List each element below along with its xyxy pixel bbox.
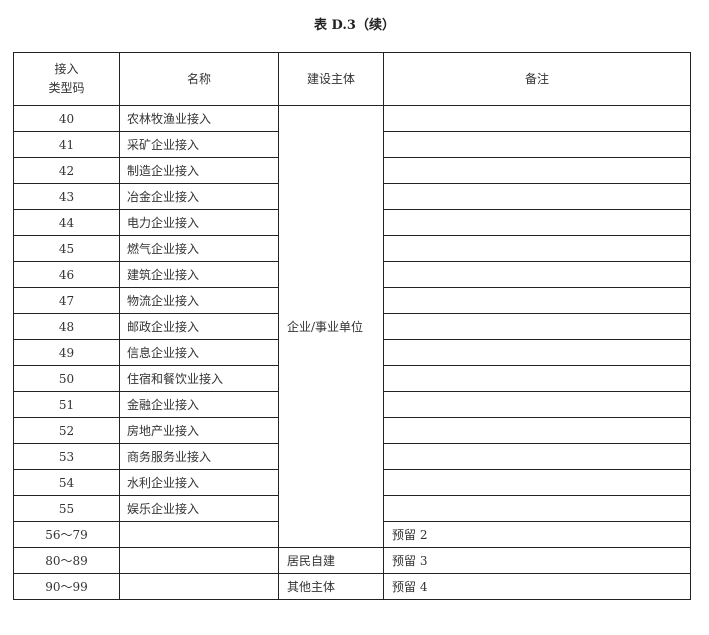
name-cell: 电力企业接入 [119,209,279,236]
name-cell: 商务服务业接入 [119,443,279,470]
type-code-cell: 47 [13,287,120,314]
type-code-cell: 51 [13,391,120,418]
name-cell: 房地产业接入 [119,417,279,444]
name-cell: 信息企业接入 [119,339,279,366]
note-cell [383,287,691,314]
type-code-cell: 52 [13,417,120,444]
name-cell: 住宿和餐饮业接入 [119,365,279,392]
note-cell [383,209,691,236]
name-cell: 采矿企业接入 [119,131,279,158]
header-row: 接入类型码 名称 建设主体 备注 [13,52,691,106]
name-cell: 娱乐企业接入 [119,495,279,522]
name-cell: 金融企业接入 [119,391,279,418]
header-note: 备注 [383,52,691,106]
note-cell [383,469,691,496]
builder-cell: 居民自建 [278,547,384,574]
note-cell [383,365,691,392]
type-code-cell: 44 [13,209,120,236]
note-cell [383,495,691,522]
name-cell: 邮政企业接入 [119,313,279,340]
name-cell: 冶金企业接入 [119,183,279,210]
note-cell [383,391,691,418]
name-cell: 燃气企业接入 [119,235,279,262]
note-cell [383,417,691,444]
type-code-cell: 48 [13,313,120,340]
type-code-cell: 42 [13,157,120,184]
note-cell [383,157,691,184]
type-code-cell: 43 [13,183,120,210]
table-row: 48 邮政企业接入 [13,313,691,340]
table-row: 44 电力企业接入 [13,209,691,236]
type-code-cell: 53 [13,443,120,470]
note-cell [383,339,691,366]
type-code-cell: 80～89 [13,547,120,574]
type-code-cell: 41 [13,131,120,158]
note-cell [383,131,691,158]
name-cell [119,521,279,548]
type-code-cell: 90～99 [13,573,120,600]
name-cell: 水利企业接入 [119,469,279,496]
name-cell [119,573,279,600]
note-cell: 预留 4 [383,573,691,600]
table-row: 90～99 其他主体 预留 4 [13,573,691,600]
note-cell: 预留 2 [383,521,691,548]
note-cell: 预留 3 [383,547,691,574]
header-name: 名称 [119,52,279,106]
table-row: 55 娱乐企业接入 [13,495,691,522]
header-builder: 建设主体 [278,52,384,106]
table-row: 40 农林牧渔业接入 企业/事业单位 [13,105,691,548]
note-cell [383,105,691,132]
header-code: 接入 类型码 [13,52,120,106]
note-cell [383,443,691,470]
name-cell: 制造企业接入 [119,157,279,184]
header-code-line2: 类型码 [48,81,85,95]
builder-cell: 其他主体 [278,573,384,600]
type-code-cell: 46 [13,261,120,288]
note-cell [383,261,691,288]
name-cell [119,547,279,574]
access-type-table: 接入 类型码 名称 建设主体 备注 40 农林牧渔业接入 企业/事业单位 41 采矿企业接… [13,52,691,600]
type-code-cell: 50 [13,365,120,392]
table-row: 45 燃气企业接入 [13,235,691,262]
name-cell: 农林牧渔业接入 [119,105,279,132]
name-cell: 物流企业接入 [119,287,279,314]
table-row: 43 冶金企业接入 [13,183,691,210]
name-cell: 建筑企业接入 [119,261,279,288]
table-row: 80～89 居民自建 预留 3 [13,547,691,574]
type-code-cell: 40 [13,105,120,132]
table-row: 51 金融企业接入 [13,391,691,418]
table-title: 表 D.3（续） [314,18,395,33]
table-row: 47 物流企业接入 [13,287,691,314]
note-cell [383,313,691,340]
type-code-cell: 45 [13,235,120,262]
type-code-cell: 49 [13,339,120,366]
type-code-cell: 55 [13,495,120,522]
table-row: 53 商务服务业接入 [13,443,691,470]
table-row: 46 建筑企业接入 [13,261,691,288]
header-code-line1: 接入 [54,62,79,76]
note-cell [383,235,691,262]
note-cell [383,183,691,210]
type-code-cell: 54 [13,469,120,496]
table-row: 42 制造企业接入 [13,157,691,184]
builder-cell-merged: 企业/事业单位 [278,105,384,548]
type-code-cell: 56～79 [13,521,120,548]
